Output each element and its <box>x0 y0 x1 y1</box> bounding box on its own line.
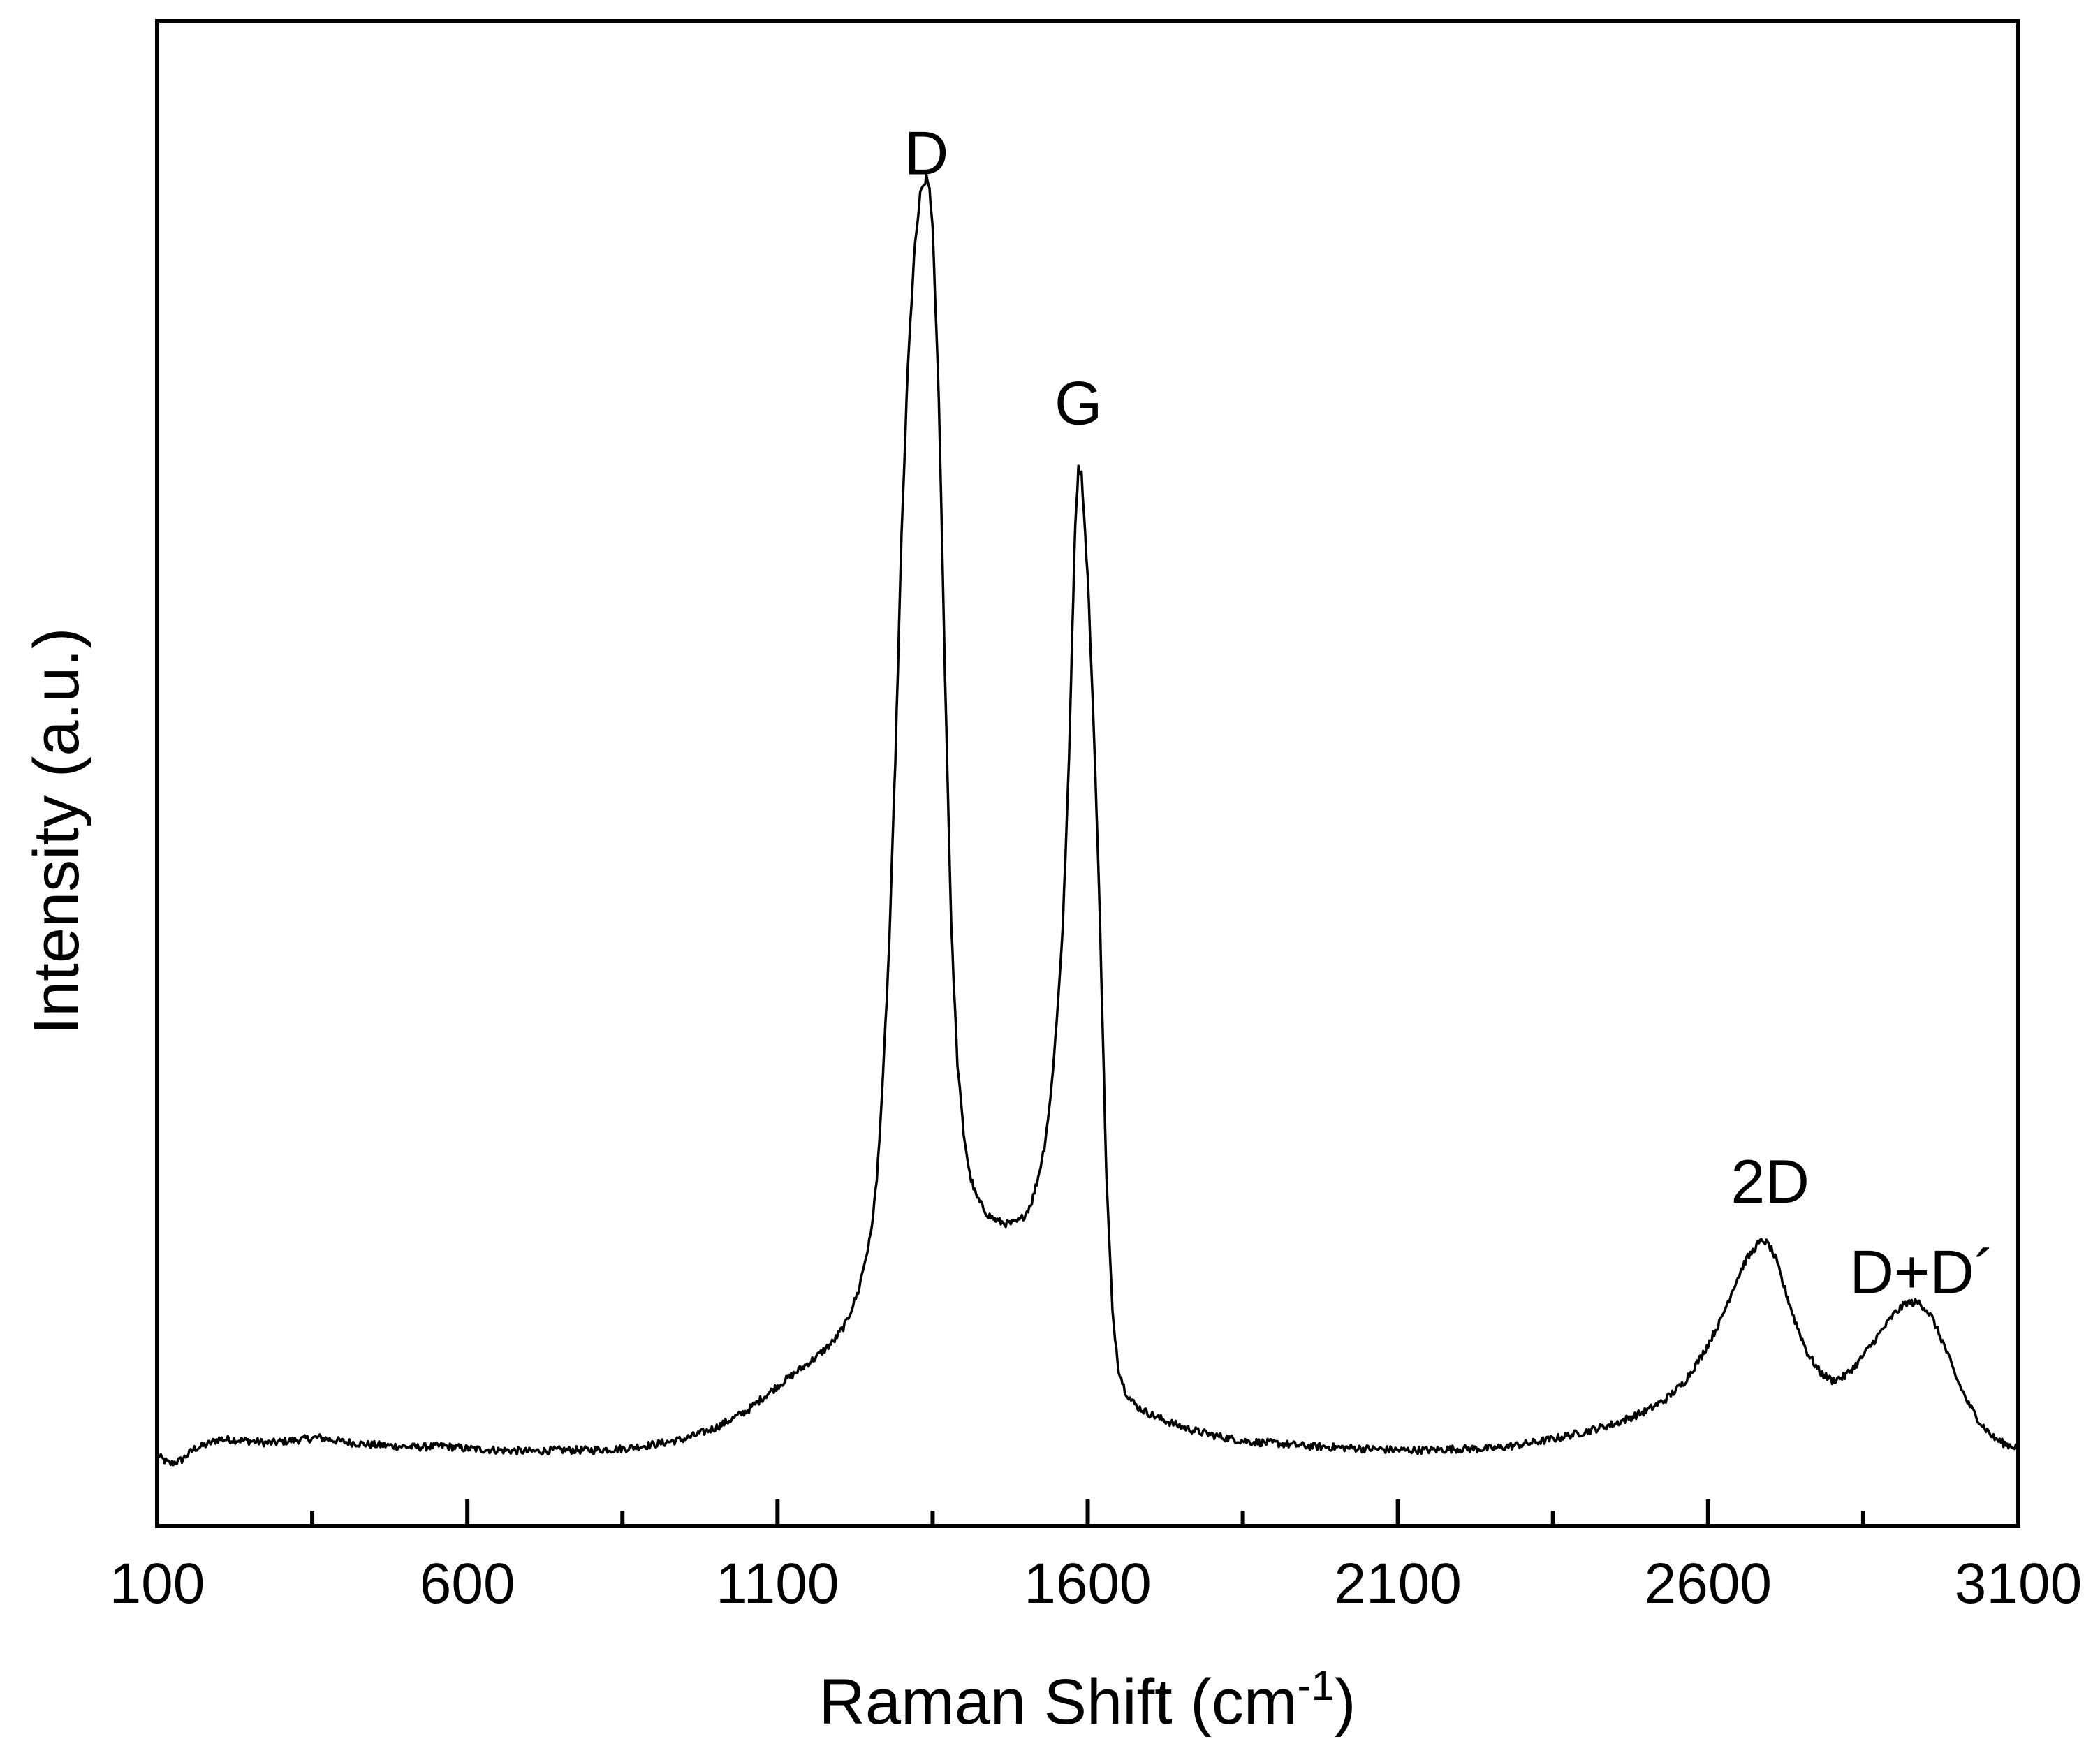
x-axis-title-superscript: -1 <box>1298 1662 1335 1709</box>
x-tick-label: 2100 <box>1334 1552 1461 1615</box>
x-tick-label: 2600 <box>1645 1552 1772 1615</box>
x-tick-label: 600 <box>420 1552 515 1615</box>
peak-label: G <box>1055 369 1102 438</box>
peak-label: D+D´ <box>1849 1237 1995 1306</box>
x-axis-title: Raman Shift (cm-1) <box>818 1662 1356 1738</box>
y-axis-title: Intensity (a.u.) <box>21 628 92 1035</box>
peak-label: D <box>904 118 949 187</box>
x-minor-ticks <box>310 1511 1865 1526</box>
x-tick-label: 3100 <box>1955 1552 2082 1615</box>
spectrum-line <box>156 173 2020 1467</box>
peak-labels: D G 2D D+D´ <box>904 118 1995 1306</box>
x-tick-label: 1100 <box>716 1552 839 1615</box>
x-major-ticks <box>155 1499 2020 1526</box>
plot-frame <box>155 19 2020 1528</box>
x-tick-label: 100 <box>110 1552 205 1615</box>
x-tick-label: 1600 <box>1024 1552 1151 1615</box>
peak-label: 2D <box>1731 1147 1809 1216</box>
x-tick-labels: 100 600 1100 1600 2100 2600 3100 <box>110 1552 2083 1615</box>
